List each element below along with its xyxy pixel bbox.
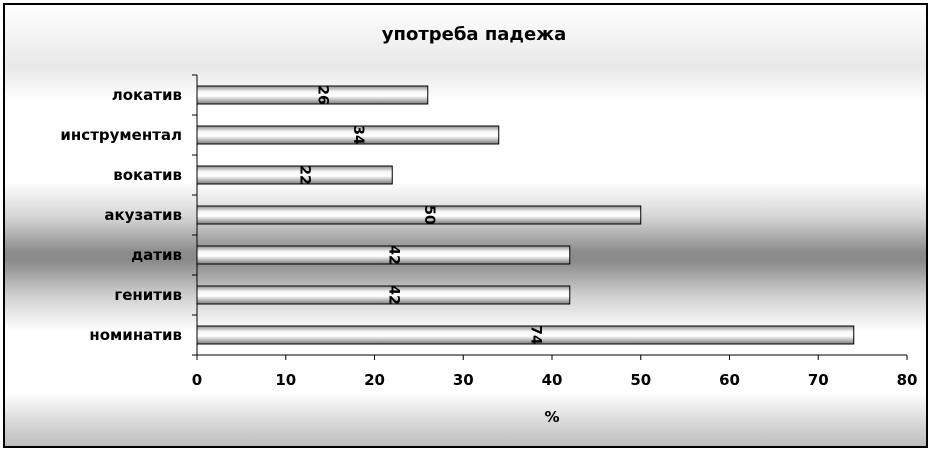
data-label: 74 xyxy=(527,325,543,345)
category-label: акузатив xyxy=(104,206,182,224)
x-tick-label: 40 xyxy=(542,371,563,389)
bar xyxy=(197,166,392,184)
data-label: 34 xyxy=(350,125,366,145)
bar xyxy=(197,86,428,104)
x-tick-label: 20 xyxy=(364,371,385,389)
category-label: локатив xyxy=(112,86,182,104)
data-label: 42 xyxy=(385,285,401,304)
x-tick-label: 80 xyxy=(897,371,918,389)
x-tick-label: 30 xyxy=(453,371,474,389)
data-label: 42 xyxy=(385,245,401,264)
category-label: генитив xyxy=(114,286,182,304)
bar xyxy=(197,126,499,144)
chart-title: употреба падежа xyxy=(382,24,566,45)
plot-area: 0 10 20 30 40 50 60 70 80 локатив 26 инструментал 34… xyxy=(60,75,917,389)
bar xyxy=(197,326,854,344)
bar xyxy=(197,246,570,264)
category-label: инструментал xyxy=(60,126,182,144)
x-tick-label: 70 xyxy=(808,371,829,389)
x-tick-label: 0 xyxy=(192,371,202,389)
data-label: 26 xyxy=(314,85,330,104)
data-label: 22 xyxy=(297,165,313,184)
category-label: номинатив xyxy=(89,326,182,344)
x-tick-label: 60 xyxy=(719,371,740,389)
bar xyxy=(197,286,570,304)
x-axis-title: % xyxy=(544,408,559,426)
x-tick-label: 50 xyxy=(630,371,651,389)
category-label: вокатив xyxy=(113,166,182,184)
bar xyxy=(197,206,641,224)
category-label: датив xyxy=(131,246,182,264)
x-tick-label: 10 xyxy=(275,371,296,389)
data-label: 50 xyxy=(421,205,437,225)
